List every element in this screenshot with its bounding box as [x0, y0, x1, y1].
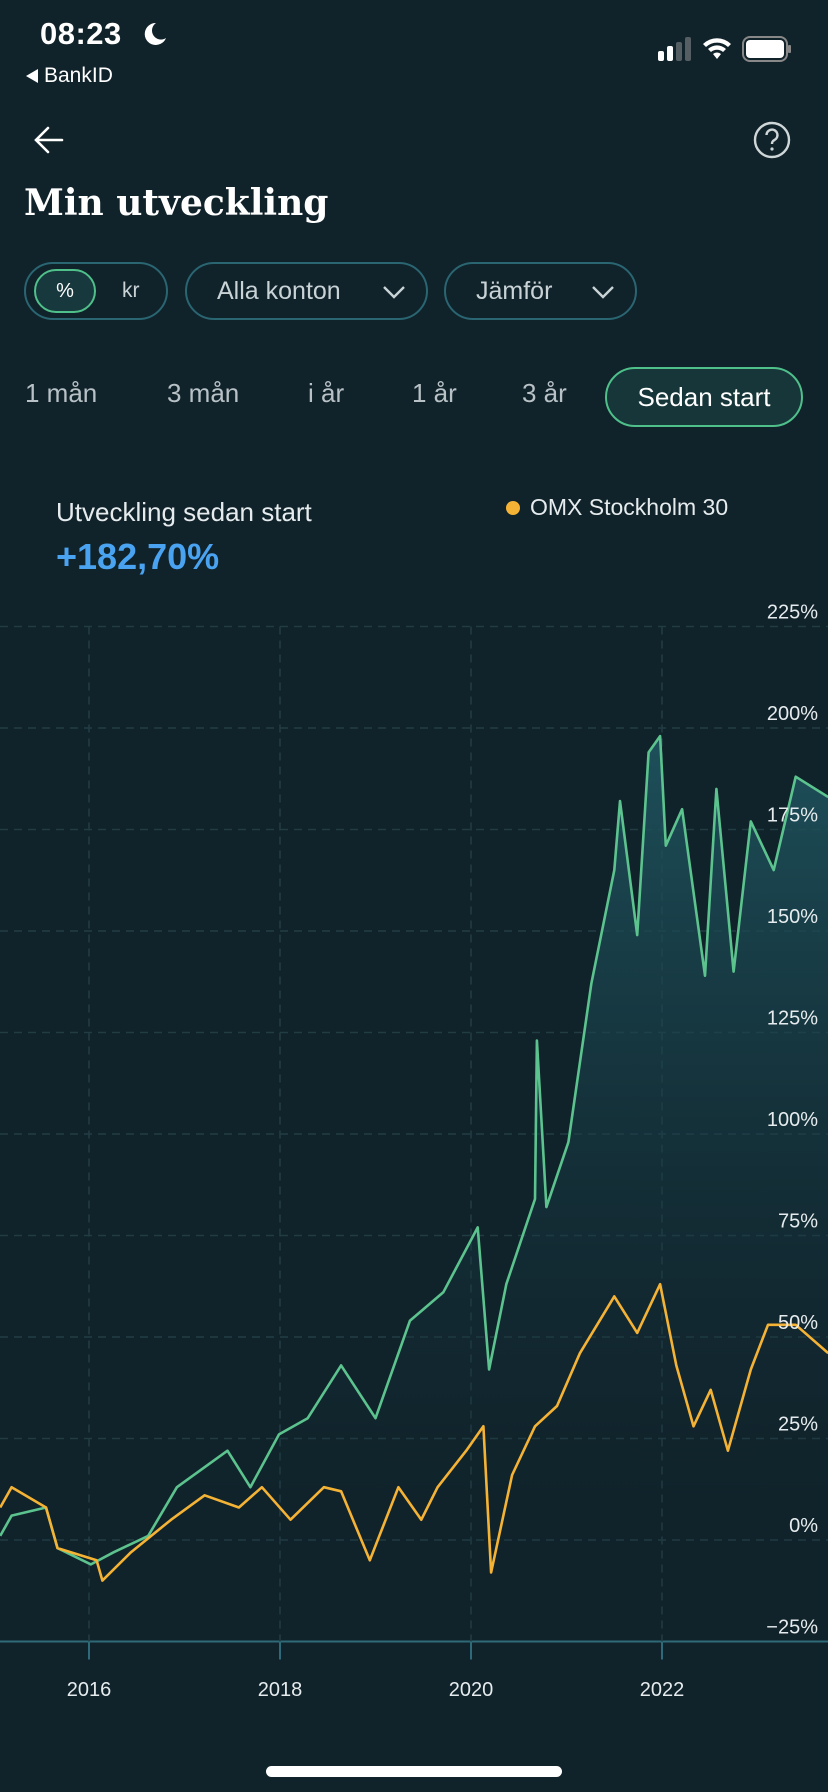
legend-dot-benchmark — [506, 500, 520, 515]
y-tick-label: 100% — [767, 1109, 818, 1131]
unit-option-kr[interactable]: kr — [122, 279, 140, 302]
x-tick-label: 2020 — [449, 1679, 494, 1701]
accounts-dropdown[interactable]: Alla konton — [185, 262, 428, 320]
performance-chart[interactable]: −25% 0% 25% 50% 75% 100% 125% 150% 175% 200% 225% 2… — [0, 600, 828, 1710]
y-tick-label: 225% — [767, 602, 818, 624]
benchmark-line — [0, 1282, 828, 1582]
status-icons — [658, 36, 792, 62]
battery-icon — [742, 36, 791, 62]
back-arrow-icon[interactable] — [30, 120, 72, 160]
back-app-label: BankID — [44, 64, 113, 87]
accounts-dropdown-label: Alla konton — [217, 276, 341, 305]
summary-label: Utveckling sedan start — [56, 497, 312, 527]
chevron-down-icon — [383, 286, 405, 299]
y-tick-label: 75% — [778, 1211, 818, 1233]
portfolio-area — [0, 736, 828, 1642]
unit-toggle[interactable]: % kr — [24, 262, 168, 320]
signal-icon — [658, 37, 691, 61]
y-tick-label: 0% — [789, 1515, 818, 1537]
compare-dropdown-label: Jämför — [476, 276, 553, 305]
y-tick-label: 150% — [767, 906, 818, 928]
y-tick-label: 25% — [778, 1414, 818, 1436]
y-tick-label: −25% — [766, 1617, 818, 1639]
summary-value: +182,70% — [56, 536, 220, 577]
legend-label-benchmark: OMX Stockholm 30 — [530, 494, 729, 520]
period-tab-since-start[interactable]: Sedan start — [605, 367, 803, 427]
y-tick-label: 200% — [767, 703, 818, 725]
period-tab-1-year[interactable]: 1 år — [412, 378, 457, 408]
home-indicator[interactable] — [266, 1766, 562, 1777]
y-tick-label: 50% — [778, 1312, 818, 1334]
x-tick-label: 2022 — [640, 1679, 685, 1701]
back-to-app-link[interactable]: BankID — [26, 64, 113, 88]
help-icon[interactable] — [752, 120, 792, 160]
y-tick-label: 125% — [767, 1008, 818, 1030]
unit-option-percent[interactable]: % — [34, 269, 96, 313]
y-tick-label: 175% — [767, 805, 818, 827]
chevron-down-icon — [592, 286, 614, 299]
period-tab-3-months[interactable]: 3 mån — [167, 378, 240, 408]
wifi-icon — [703, 38, 731, 59]
status-time: 08:23 — [40, 16, 122, 51]
portfolio-line — [0, 734, 828, 1566]
back-triangle-icon — [26, 69, 38, 83]
compare-dropdown[interactable]: Jämför — [444, 262, 637, 320]
moon-icon — [144, 22, 166, 45]
period-tab-3-years[interactable]: 3 år — [522, 378, 567, 408]
page-title: Min utveckling — [24, 182, 329, 224]
x-tick-label: 2018 — [258, 1679, 303, 1701]
chart-legend: OMX Stockholm 30 — [506, 494, 728, 521]
x-tick-label: 2016 — [67, 1679, 112, 1701]
period-tab-this-year[interactable]: i år — [308, 378, 345, 408]
period-tab-1-month[interactable]: 1 mån — [25, 378, 98, 408]
